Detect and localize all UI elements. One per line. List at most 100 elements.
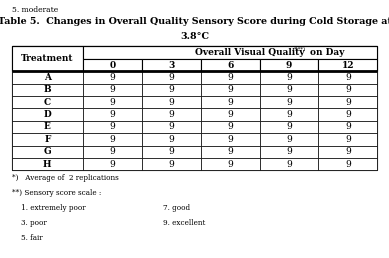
Bar (259, 121, 319, 133)
Text: A: A (44, 73, 51, 82)
Bar (259, 158, 319, 170)
Text: 9: 9 (168, 98, 174, 107)
Text: 9: 9 (345, 110, 351, 119)
Text: 9: 9 (227, 123, 233, 131)
Text: 3. poor: 3. poor (12, 219, 46, 227)
Bar (142, 96, 201, 108)
Text: 9: 9 (345, 73, 351, 82)
Text: 9. excellent: 9. excellent (163, 219, 206, 227)
Text: 9: 9 (168, 135, 174, 144)
Bar (319, 84, 377, 96)
Text: **) Sensory score scale :: **) Sensory score scale : (12, 189, 101, 197)
Text: 9: 9 (345, 147, 351, 156)
Text: on Day: on Day (310, 48, 344, 57)
Text: 9: 9 (227, 147, 233, 156)
Bar (201, 158, 259, 170)
Bar (83, 146, 142, 158)
Text: E: E (44, 123, 51, 131)
Bar (201, 96, 259, 108)
Bar (259, 108, 319, 121)
Text: 9: 9 (286, 98, 292, 107)
Bar (83, 133, 142, 146)
Text: 9: 9 (110, 123, 115, 131)
Bar (142, 133, 201, 146)
Text: Treatment: Treatment (21, 54, 74, 63)
Bar (83, 108, 142, 121)
Bar (142, 71, 201, 84)
Bar (259, 146, 319, 158)
Bar (12, 46, 83, 71)
Bar (259, 133, 319, 146)
Text: 9: 9 (286, 73, 292, 82)
Bar (142, 84, 201, 96)
Text: 9: 9 (110, 73, 115, 82)
Bar (142, 158, 201, 170)
Bar (83, 158, 142, 170)
Bar (12, 108, 83, 121)
Text: G: G (44, 147, 51, 156)
Text: 5. moderate: 5. moderate (12, 6, 58, 14)
Text: 9: 9 (345, 85, 351, 94)
Text: 9: 9 (286, 147, 292, 156)
Text: 9: 9 (110, 135, 115, 144)
Text: 9: 9 (110, 147, 115, 156)
Bar (319, 71, 377, 84)
Text: 9: 9 (227, 85, 233, 94)
Bar (319, 133, 377, 146)
Text: 9: 9 (227, 73, 233, 82)
Text: 1. extremely poor: 1. extremely poor (12, 204, 85, 212)
Text: Table 5.  Changes in Overall Quality Sensory Score during Cold Storage at: Table 5. Changes in Overall Quality Sens… (0, 18, 389, 26)
Bar (12, 46, 377, 170)
Bar (201, 133, 259, 146)
Bar (142, 146, 201, 158)
Text: 9: 9 (227, 110, 233, 119)
Bar (319, 59, 377, 71)
Text: 9: 9 (168, 147, 174, 156)
Bar (319, 146, 377, 158)
Bar (142, 121, 201, 133)
Text: *)**): *)**) (294, 47, 306, 52)
Bar (201, 121, 259, 133)
Bar (12, 146, 83, 158)
Text: 9: 9 (227, 160, 233, 168)
Bar (83, 96, 142, 108)
Bar (201, 71, 259, 84)
Text: 9: 9 (286, 135, 292, 144)
Text: 12: 12 (342, 61, 354, 69)
Text: 3: 3 (168, 61, 175, 69)
Text: 9: 9 (345, 135, 351, 144)
Bar (319, 96, 377, 108)
Text: 9: 9 (110, 85, 115, 94)
Text: 9: 9 (110, 98, 115, 107)
Bar (83, 59, 142, 71)
Bar (319, 108, 377, 121)
Bar (12, 158, 83, 170)
Bar (142, 108, 201, 121)
Bar (12, 96, 83, 108)
Text: B: B (44, 85, 51, 94)
Text: 9: 9 (110, 160, 115, 168)
Text: 9: 9 (227, 98, 233, 107)
Bar (319, 121, 377, 133)
Text: 9: 9 (286, 85, 292, 94)
Bar (83, 84, 142, 96)
Bar (12, 71, 83, 84)
Bar (201, 84, 259, 96)
Text: 5. fair: 5. fair (12, 234, 42, 242)
Text: 9: 9 (286, 61, 292, 69)
Text: 9: 9 (168, 123, 174, 131)
Text: 9: 9 (286, 110, 292, 119)
Text: 7. good: 7. good (163, 204, 191, 212)
Bar (319, 158, 377, 170)
Text: H: H (43, 160, 52, 168)
Text: F: F (44, 135, 51, 144)
Text: 9: 9 (345, 160, 351, 168)
Bar (201, 146, 259, 158)
Bar (12, 133, 83, 146)
Text: 9: 9 (168, 110, 174, 119)
Text: *)   Average of  2 replications: *) Average of 2 replications (12, 174, 118, 182)
Text: 6: 6 (227, 61, 233, 69)
Text: 9: 9 (286, 160, 292, 168)
Text: 3.8°C: 3.8°C (180, 32, 209, 41)
Text: Overall Visual Quality: Overall Visual Quality (195, 48, 307, 57)
